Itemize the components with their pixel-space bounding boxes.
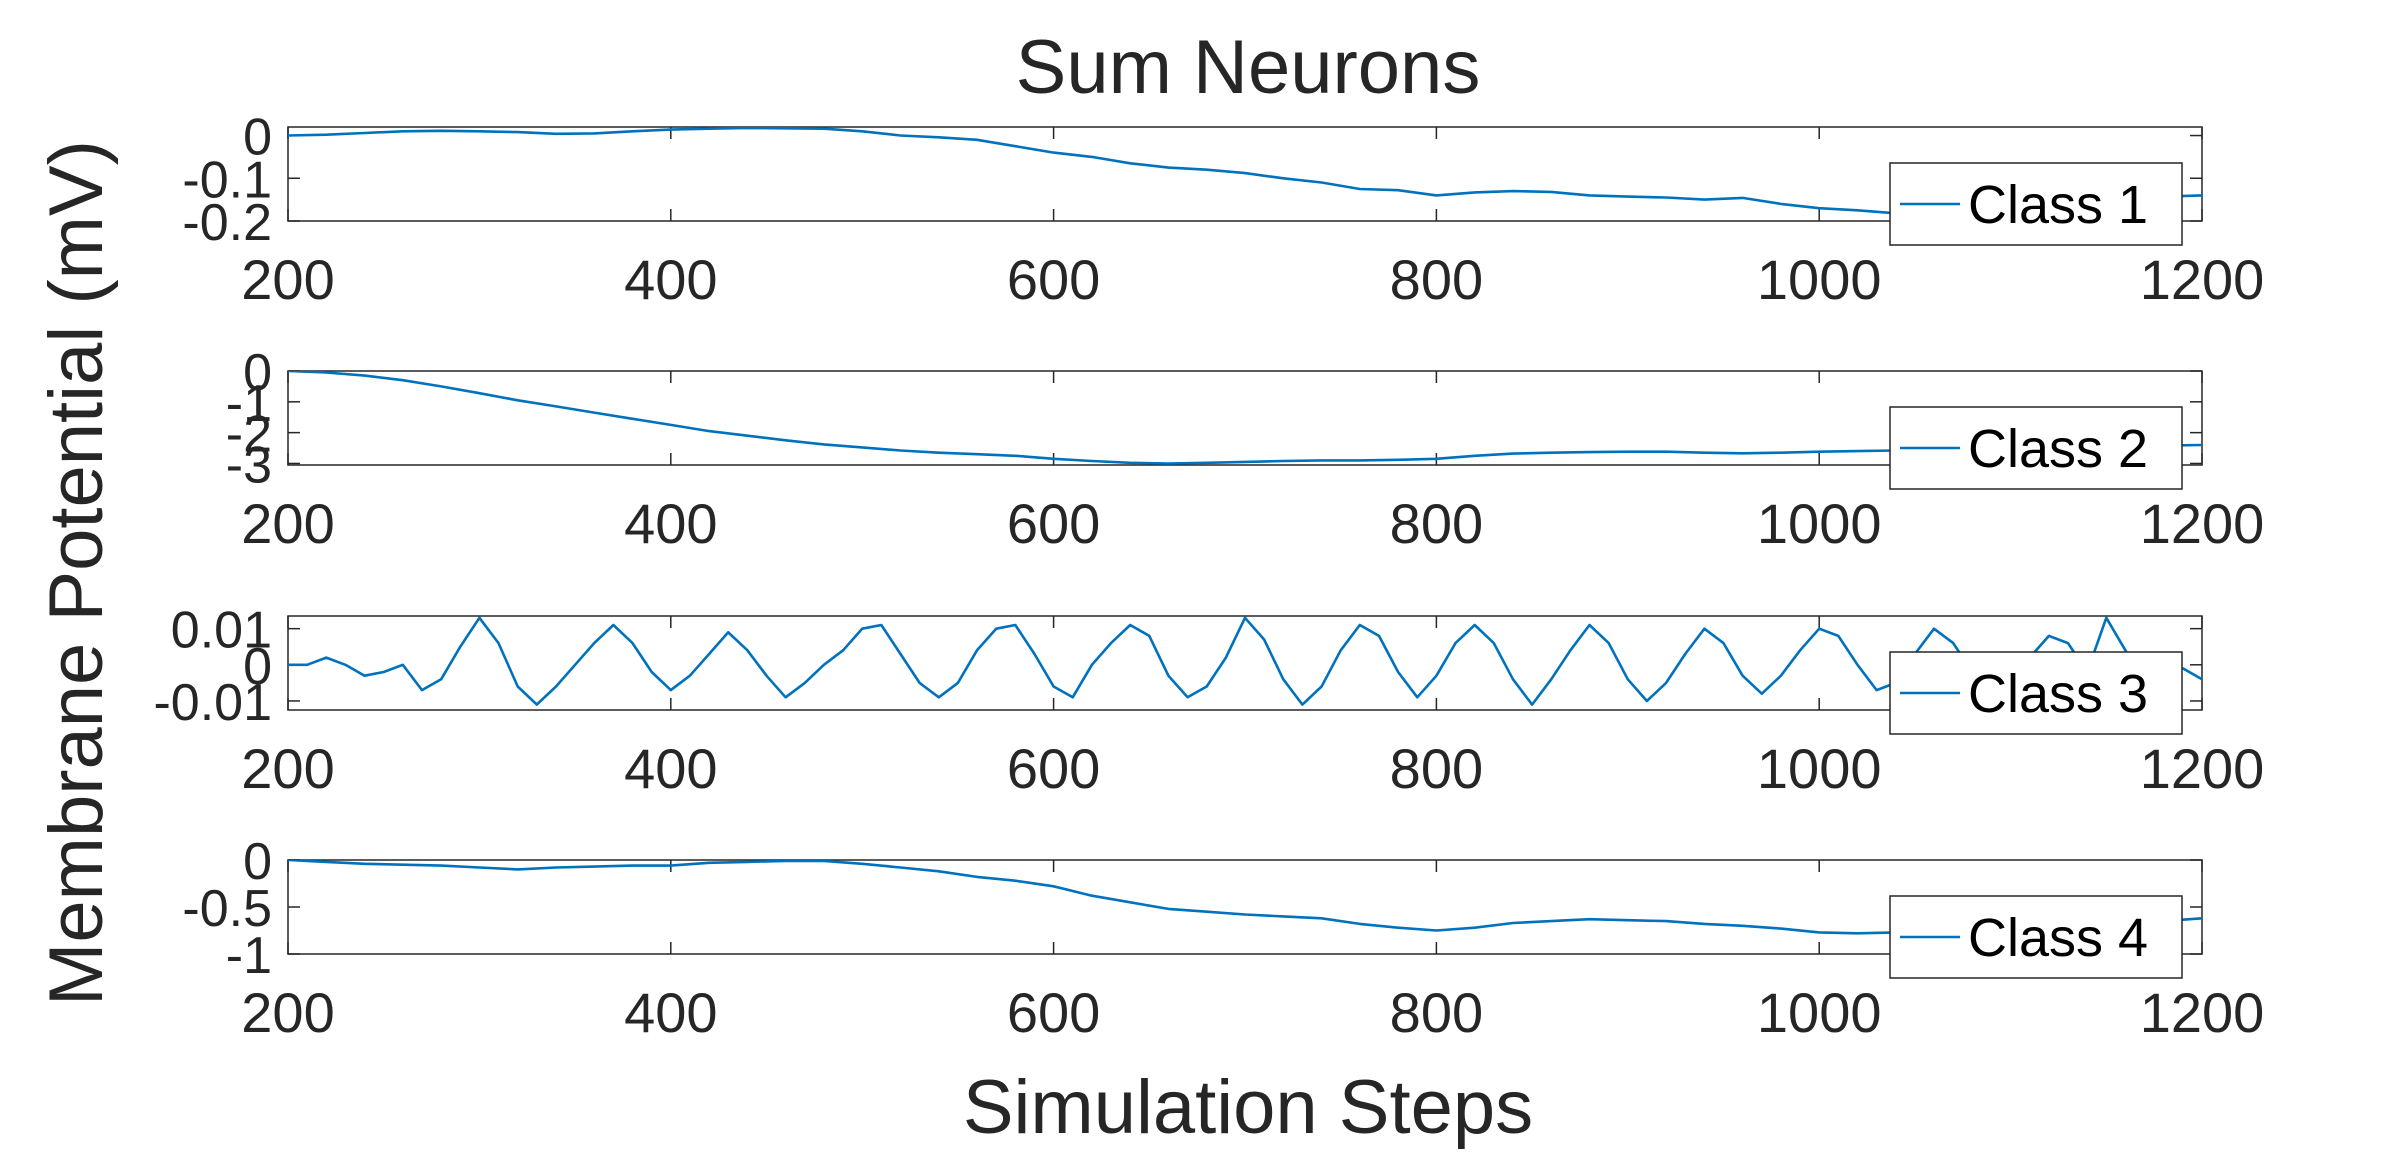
x-tick-label: 800 bbox=[1390, 248, 1483, 311]
x-tick-label: 400 bbox=[624, 737, 717, 800]
x-tick-label: 200 bbox=[241, 737, 334, 800]
x-tick-label: 1200 bbox=[2140, 492, 2265, 555]
x-tick-label: 1200 bbox=[2140, 737, 2265, 800]
y-tick-label: -0.5 bbox=[182, 880, 272, 938]
x-tick-label: 200 bbox=[241, 248, 334, 311]
x-tick-label: 1200 bbox=[2140, 981, 2265, 1044]
legend-label: Class 2 bbox=[1968, 419, 2148, 479]
legend: Class 2 bbox=[1889, 406, 2183, 490]
y-tick-label: -2 bbox=[226, 406, 272, 464]
legend: Class 4 bbox=[1889, 895, 2183, 979]
legend-label: Class 4 bbox=[1968, 908, 2148, 968]
y-tick-label: -0.01 bbox=[153, 674, 272, 732]
y-tick-label: 0 bbox=[243, 638, 272, 696]
y-tick-label: -3 bbox=[226, 436, 272, 494]
x-tick-label: 200 bbox=[241, 981, 334, 1044]
subplot-class-4: 200 400 600 800 1000 1200 0-0.5-1 Class 4 bbox=[182, 833, 2264, 1044]
series-line-class-2 bbox=[288, 371, 2202, 465]
series-line-class-3 bbox=[288, 616, 2202, 706]
x-axis-label: Simulation Steps bbox=[963, 1065, 1533, 1150]
series-line-class-4 bbox=[288, 860, 2202, 935]
y-tick-label: 0 bbox=[243, 344, 272, 402]
axes-box bbox=[287, 370, 2203, 466]
subplot-class-3: 200 400 600 800 1000 1200 0.010-0.01 Class 3 bbox=[153, 602, 2264, 800]
chart-title: Sum Neurons bbox=[1016, 25, 1481, 110]
y-tick-label: 0 bbox=[243, 833, 272, 891]
y-tick-label: -1 bbox=[226, 375, 272, 433]
x-tick-label: 1200 bbox=[2140, 248, 2265, 311]
legend-label: Class 1 bbox=[1968, 175, 2148, 235]
x-tick-label: 800 bbox=[1390, 737, 1483, 800]
legend-label: Class 3 bbox=[1968, 664, 2148, 724]
y-tick-label: -0.2 bbox=[182, 194, 272, 252]
y-tick-label: 0 bbox=[243, 109, 272, 167]
y-tick-label: 0.01 bbox=[171, 602, 272, 660]
x-tick-label: 400 bbox=[624, 981, 717, 1044]
x-tick-label: 1000 bbox=[1757, 981, 1882, 1044]
x-tick-label: 1000 bbox=[1757, 737, 1882, 800]
legend: Class 1 bbox=[1889, 162, 2183, 246]
x-tick-label: 1000 bbox=[1757, 492, 1882, 555]
y-axis-label: Membrane Potential (mV) bbox=[34, 140, 119, 1006]
x-tick-label: 400 bbox=[624, 248, 717, 311]
x-tick-label: 600 bbox=[1007, 492, 1100, 555]
x-tick-label: 800 bbox=[1390, 981, 1483, 1044]
x-tick-label: 600 bbox=[1007, 981, 1100, 1044]
subplot-class-2: 200 400 600 800 1000 1200 0-1-2-3 Class 2 bbox=[226, 344, 2265, 555]
series-line-class-1 bbox=[288, 127, 2202, 216]
x-tick-label: 400 bbox=[624, 492, 717, 555]
legend: Class 3 bbox=[1889, 651, 2183, 735]
x-tick-label: 600 bbox=[1007, 737, 1100, 800]
x-tick-label: 600 bbox=[1007, 248, 1100, 311]
x-tick-label: 1000 bbox=[1757, 248, 1882, 311]
x-tick-label: 800 bbox=[1390, 492, 1483, 555]
x-tick-label: 200 bbox=[241, 492, 334, 555]
y-tick-label: -0.1 bbox=[182, 151, 272, 209]
y-tick-label: -1 bbox=[226, 927, 272, 985]
subplot-class-1: 200 400 600 800 1000 1200 0-0.1-0.2 Class 1 bbox=[182, 109, 2264, 311]
